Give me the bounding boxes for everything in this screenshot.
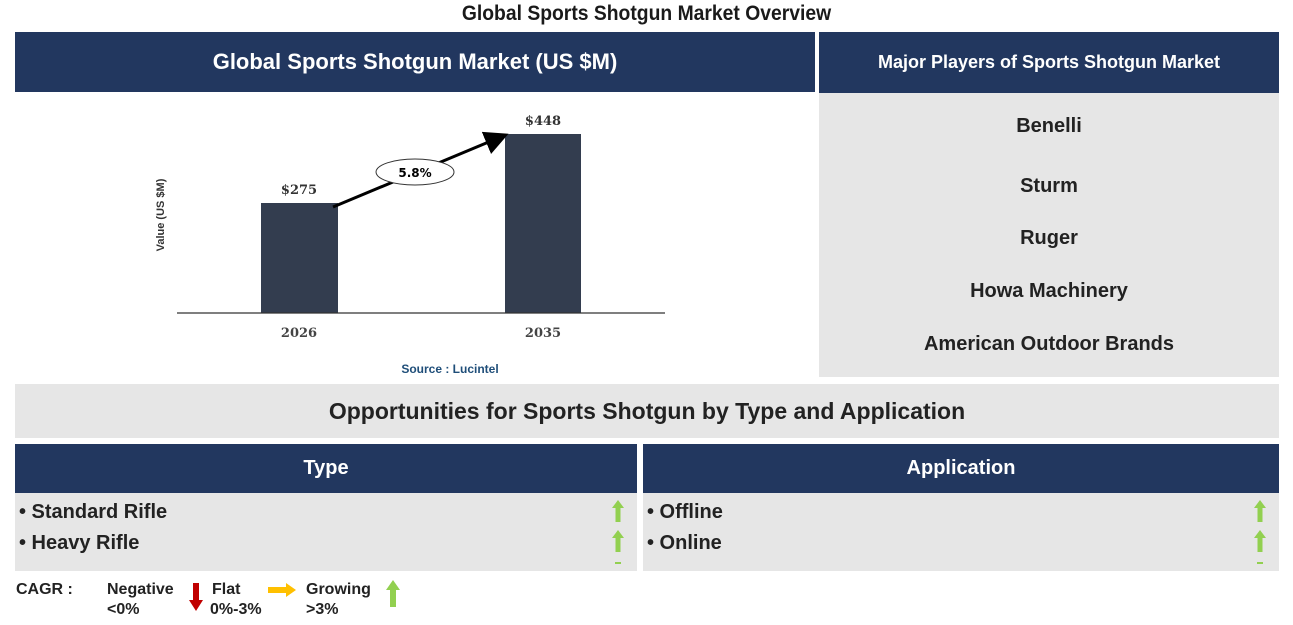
legend-negative-range: <0%	[107, 601, 140, 618]
cagr-label: 5.8%	[398, 166, 431, 180]
player-item: American Outdoor Brands	[923, 333, 1175, 355]
application-item-offline: • Offline	[647, 501, 723, 523]
legend-label: CAGR :	[16, 581, 73, 598]
growing-arrow-icon	[1254, 530, 1266, 552]
bar-2035	[505, 134, 581, 313]
cagr-legend: CAGR : Negative <0% Flat 0%-3% Growing >…	[0, 575, 420, 625]
application-header: Application	[643, 444, 1279, 493]
market-panel-header: Global Sports Shotgun Market (US $M)	[15, 32, 815, 92]
legend-growing-name: Growing	[306, 581, 371, 598]
y-axis-label: Value (US $M)	[155, 178, 167, 251]
player-item: Benelli	[1016, 115, 1082, 137]
player-item: Howa Machinery	[970, 280, 1128, 302]
growing-arrow-icon	[386, 580, 400, 607]
player-item: Ruger	[1020, 227, 1078, 249]
players-panel-header: Major Players of Sports Shotgun Market	[819, 32, 1279, 93]
legend-flat-range: 0%-3%	[210, 601, 262, 618]
arrow-fragment	[1257, 562, 1263, 564]
cagr-ellipse	[375, 158, 455, 186]
x-tick-2035: 2035	[525, 326, 561, 341]
market-bar-chart: Value (US $M) $275 $448 2026 2035 5.8% S…	[150, 100, 670, 380]
arrow-fragment	[615, 562, 621, 564]
application-item-online: • Online	[647, 532, 722, 554]
growing-arrow-icon	[1254, 500, 1266, 522]
players-list: Benelli Sturm Ruger Howa Machinery Ameri…	[819, 93, 1279, 377]
growing-arrow-icon	[612, 530, 624, 552]
flat-arrow-icon	[268, 583, 296, 597]
bar-label-2026: $275	[281, 183, 317, 198]
application-list: • Offline • Online	[643, 493, 1279, 571]
x-tick-2026: 2026	[281, 326, 317, 341]
type-item-heavy-rifle: • Heavy Rifle	[19, 532, 140, 554]
page-title: Global Sports Shotgun Market Overview	[461, 2, 832, 25]
opportunities-title: Opportunities for Sports Shotgun by Type…	[15, 384, 1279, 438]
legend-growing-range: >3%	[306, 601, 339, 618]
player-item: Sturm	[1020, 175, 1078, 197]
type-list: • Standard Rifle • Heavy Rifle	[15, 493, 637, 571]
negative-arrow-icon	[189, 583, 203, 611]
legend-flat-name: Flat	[212, 581, 241, 598]
bar-2026	[261, 203, 338, 313]
legend-negative-name: Negative	[107, 581, 174, 598]
growing-arrow-icon	[612, 500, 624, 522]
chart-source: Source : Lucintel	[401, 362, 498, 376]
type-header: Type	[15, 444, 637, 493]
type-item-standard-rifle: • Standard Rifle	[19, 501, 168, 523]
bar-label-2035: $448	[525, 114, 561, 129]
